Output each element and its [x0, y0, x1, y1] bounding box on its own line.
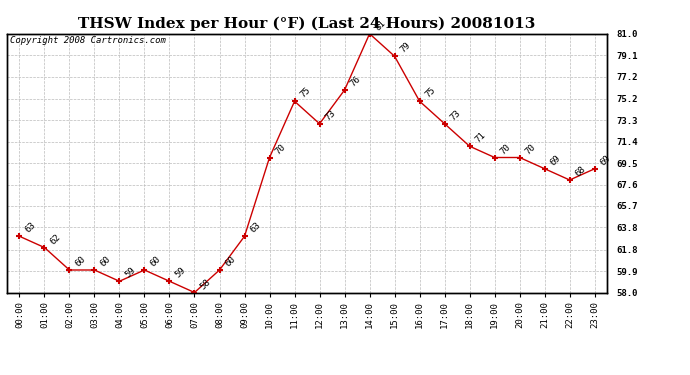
- Text: 59: 59: [124, 266, 137, 280]
- Text: 75: 75: [424, 86, 437, 100]
- Text: 58: 58: [199, 277, 213, 291]
- Text: 70: 70: [499, 142, 513, 156]
- Text: Copyright 2008 Cartronics.com: Copyright 2008 Cartronics.com: [10, 36, 166, 45]
- Text: 60: 60: [74, 255, 88, 268]
- Text: 69: 69: [549, 153, 563, 167]
- Text: 76: 76: [348, 75, 363, 88]
- Text: 75: 75: [299, 86, 313, 100]
- Text: 60: 60: [99, 255, 112, 268]
- Text: 63: 63: [248, 221, 263, 235]
- Text: 60: 60: [148, 255, 163, 268]
- Title: THSW Index per Hour (°F) (Last 24 Hours) 20081013: THSW Index per Hour (°F) (Last 24 Hours)…: [79, 17, 535, 31]
- Text: 68: 68: [574, 165, 588, 178]
- Text: 71: 71: [474, 131, 488, 145]
- Text: 60: 60: [224, 255, 237, 268]
- Text: 79: 79: [399, 41, 413, 55]
- Text: 70: 70: [524, 142, 538, 156]
- Text: 70: 70: [274, 142, 288, 156]
- Text: 63: 63: [23, 221, 37, 235]
- Text: 62: 62: [48, 232, 63, 246]
- Text: 73: 73: [448, 108, 463, 122]
- Text: 81: 81: [374, 18, 388, 32]
- Text: 69: 69: [599, 153, 613, 167]
- Text: 73: 73: [324, 108, 337, 122]
- Text: 59: 59: [174, 266, 188, 280]
